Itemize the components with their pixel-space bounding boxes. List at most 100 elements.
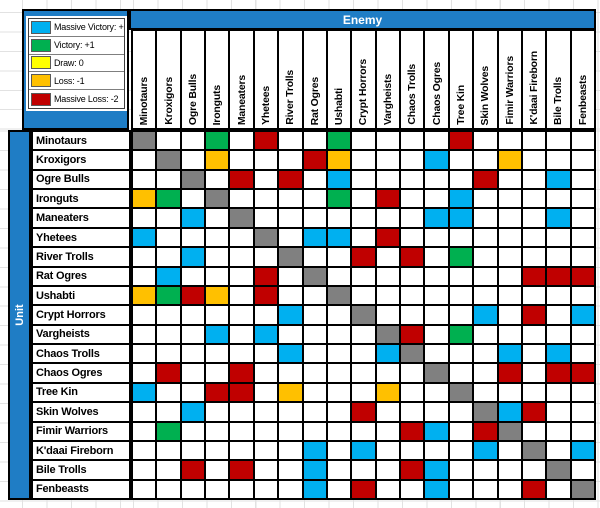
matrix-cell[interactable]: [449, 306, 473, 324]
matrix-cell[interactable]: [547, 441, 570, 460]
matrix-cell[interactable]: [522, 441, 546, 460]
matrix-cell[interactable]: [376, 345, 400, 363]
matrix-cell[interactable]: [279, 383, 302, 402]
matrix-cell[interactable]: [230, 422, 253, 440]
matrix-cell[interactable]: [352, 209, 375, 227]
enemy-column-header[interactable]: Ironguts: [206, 31, 229, 128]
matrix-cell[interactable]: [254, 132, 278, 150]
matrix-cell[interactable]: [327, 383, 351, 402]
matrix-cell[interactable]: [522, 209, 546, 227]
matrix-cell[interactable]: [230, 345, 253, 363]
matrix-cell[interactable]: [376, 132, 400, 150]
matrix-cell[interactable]: [279, 170, 302, 189]
matrix-cell[interactable]: [230, 248, 253, 266]
unit-row-header[interactable]: K'daai Fireborn: [33, 441, 129, 460]
matrix-cell[interactable]: [303, 480, 326, 498]
matrix-cell[interactable]: [522, 248, 546, 266]
matrix-cell[interactable]: [498, 325, 521, 344]
matrix-cell[interactable]: [303, 345, 326, 363]
matrix-cell[interactable]: [376, 422, 400, 440]
matrix-cell[interactable]: [230, 306, 253, 324]
matrix-cell[interactable]: [449, 151, 473, 169]
matrix-cell[interactable]: [181, 209, 205, 227]
matrix-cell[interactable]: [522, 461, 546, 479]
matrix-cell[interactable]: [401, 209, 424, 227]
matrix-cell[interactable]: [449, 345, 473, 363]
matrix-cell[interactable]: [303, 286, 326, 305]
matrix-cell[interactable]: [352, 325, 375, 344]
matrix-cell[interactable]: [449, 461, 473, 479]
matrix-cell[interactable]: [571, 228, 594, 247]
matrix-cell[interactable]: [157, 325, 180, 344]
matrix-cell[interactable]: [449, 228, 473, 247]
matrix-cell[interactable]: [157, 422, 180, 440]
matrix-cell[interactable]: [474, 228, 497, 247]
matrix-cell[interactable]: [279, 267, 302, 285]
enemy-column-header[interactable]: Rat Ogres: [303, 31, 326, 128]
matrix-cell[interactable]: [327, 267, 351, 285]
matrix-cell[interactable]: [279, 480, 302, 498]
matrix-cell[interactable]: [181, 286, 205, 305]
matrix-cell[interactable]: [449, 441, 473, 460]
matrix-cell[interactable]: [571, 209, 594, 227]
matrix-cell[interactable]: [230, 228, 253, 247]
matrix-cell[interactable]: [498, 461, 521, 479]
matrix-cell[interactable]: [474, 248, 497, 266]
matrix-cell[interactable]: [547, 422, 570, 440]
matrix-cell[interactable]: [230, 209, 253, 227]
matrix-cell[interactable]: [449, 364, 473, 382]
matrix-cell[interactable]: [449, 480, 473, 498]
matrix-cell[interactable]: [133, 325, 156, 344]
matrix-cell[interactable]: [571, 306, 594, 324]
matrix-cell[interactable]: [181, 422, 205, 440]
matrix-cell[interactable]: [401, 325, 424, 344]
matrix-cell[interactable]: [571, 403, 594, 421]
matrix-cell[interactable]: [547, 383, 570, 402]
matrix-cell[interactable]: [498, 383, 521, 402]
matrix-cell[interactable]: [425, 228, 448, 247]
matrix-cell[interactable]: [401, 441, 424, 460]
matrix-cell[interactable]: [571, 422, 594, 440]
matrix-cell[interactable]: [352, 383, 375, 402]
matrix-cell[interactable]: [547, 345, 570, 363]
matrix-cell[interactable]: [425, 364, 448, 382]
matrix-cell[interactable]: [547, 267, 570, 285]
matrix-cell[interactable]: [157, 345, 180, 363]
matrix-cell[interactable]: [474, 132, 497, 150]
unit-row-header[interactable]: Fimir Warriors: [33, 422, 129, 440]
matrix-cell[interactable]: [133, 286, 156, 305]
matrix-cell[interactable]: [279, 286, 302, 305]
matrix-cell[interactable]: [571, 170, 594, 189]
unit-row-header[interactable]: Skin Wolves: [33, 403, 129, 421]
matrix-cell[interactable]: [352, 345, 375, 363]
matrix-cell[interactable]: [157, 480, 180, 498]
matrix-cell[interactable]: [327, 441, 351, 460]
unit-row-header[interactable]: Ogre Bulls: [33, 170, 129, 189]
matrix-cell[interactable]: [474, 403, 497, 421]
matrix-cell[interactable]: [425, 422, 448, 440]
matrix-cell[interactable]: [230, 325, 253, 344]
matrix-cell[interactable]: [522, 132, 546, 150]
matrix-cell[interactable]: [474, 480, 497, 498]
matrix-cell[interactable]: [181, 267, 205, 285]
matrix-cell[interactable]: [133, 267, 156, 285]
matrix-cell[interactable]: [376, 190, 400, 208]
enemy-column-header[interactable]: River Trolls: [279, 31, 302, 128]
matrix-cell[interactable]: [571, 151, 594, 169]
matrix-cell[interactable]: [474, 151, 497, 169]
matrix-cell[interactable]: [401, 422, 424, 440]
matrix-cell[interactable]: [547, 306, 570, 324]
matrix-cell[interactable]: [498, 345, 521, 363]
matrix-cell[interactable]: [303, 364, 326, 382]
matrix-cell[interactable]: [327, 364, 351, 382]
matrix-cell[interactable]: [449, 190, 473, 208]
matrix-cell[interactable]: [547, 461, 570, 479]
matrix-cell[interactable]: [522, 151, 546, 169]
matrix-cell[interactable]: [449, 170, 473, 189]
matrix-cell[interactable]: [498, 132, 521, 150]
unit-row-header[interactable]: Kroxigors: [33, 151, 129, 169]
unit-row-header[interactable]: Ironguts: [33, 190, 129, 208]
matrix-cell[interactable]: [376, 151, 400, 169]
matrix-cell[interactable]: [206, 286, 229, 305]
matrix-cell[interactable]: [474, 325, 497, 344]
